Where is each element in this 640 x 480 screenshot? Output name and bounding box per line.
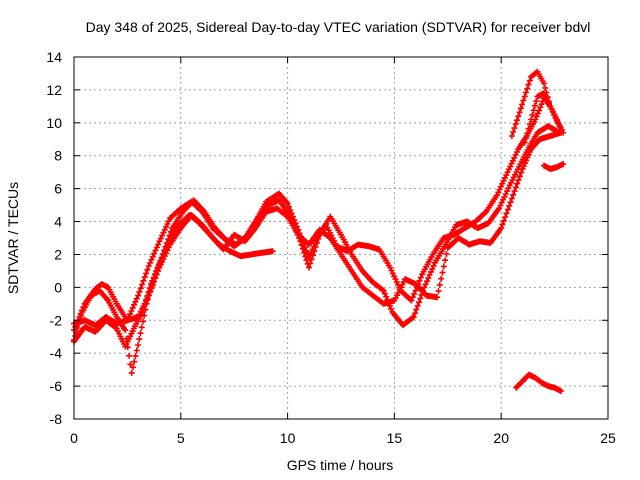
x-axis-title: GPS time / hours <box>287 457 394 473</box>
x-tick-label: 15 <box>387 430 403 446</box>
data-points <box>71 68 567 394</box>
x-tick-label: 10 <box>280 430 296 446</box>
series-track-8 <box>513 371 564 394</box>
series-track-4 <box>71 129 564 329</box>
y-tick-label: -6 <box>50 378 63 394</box>
plot-frame <box>73 56 609 420</box>
series-markers <box>71 95 564 334</box>
y-tick-label: 12 <box>46 82 62 98</box>
y-tick-label: 10 <box>46 115 62 131</box>
y-tick-label: -2 <box>50 312 63 328</box>
y-tick-label: 2 <box>54 246 62 262</box>
x-tick-label: 25 <box>600 430 616 446</box>
y-tick-label: 8 <box>54 148 62 164</box>
x-tick-label: 0 <box>70 430 78 446</box>
x-tick-labels: 0 5 10 15 20 25 <box>70 430 616 446</box>
series-markers <box>513 371 564 394</box>
series-markers <box>521 90 560 146</box>
series-track-5 <box>508 68 567 139</box>
x-tick-label: 20 <box>493 430 509 446</box>
y-tick-label: -4 <box>50 345 63 361</box>
y-tick-label: -8 <box>50 411 63 427</box>
x-tick-label: 5 <box>177 430 185 446</box>
series-track-7 <box>540 161 567 172</box>
series-track-6 <box>521 90 560 146</box>
y-tick-label: 14 <box>46 49 62 65</box>
y-tick-labels: -8 -6 -4 -2 0 2 4 6 8 10 12 14 <box>46 49 62 427</box>
axis-ticks <box>73 56 609 420</box>
y-tick-label: 6 <box>54 181 62 197</box>
series-track-2 <box>71 95 564 334</box>
series-markers <box>71 129 564 329</box>
y-axis-title: SDTVAR / TECUs <box>5 182 21 294</box>
y-tick-label: 4 <box>54 214 62 230</box>
y-tick-label: 0 <box>54 279 62 295</box>
chart-title: Day 348 of 2025, Sidereal Day-to-day VTE… <box>86 19 591 35</box>
series-markers <box>540 161 567 172</box>
series-markers <box>508 68 567 139</box>
